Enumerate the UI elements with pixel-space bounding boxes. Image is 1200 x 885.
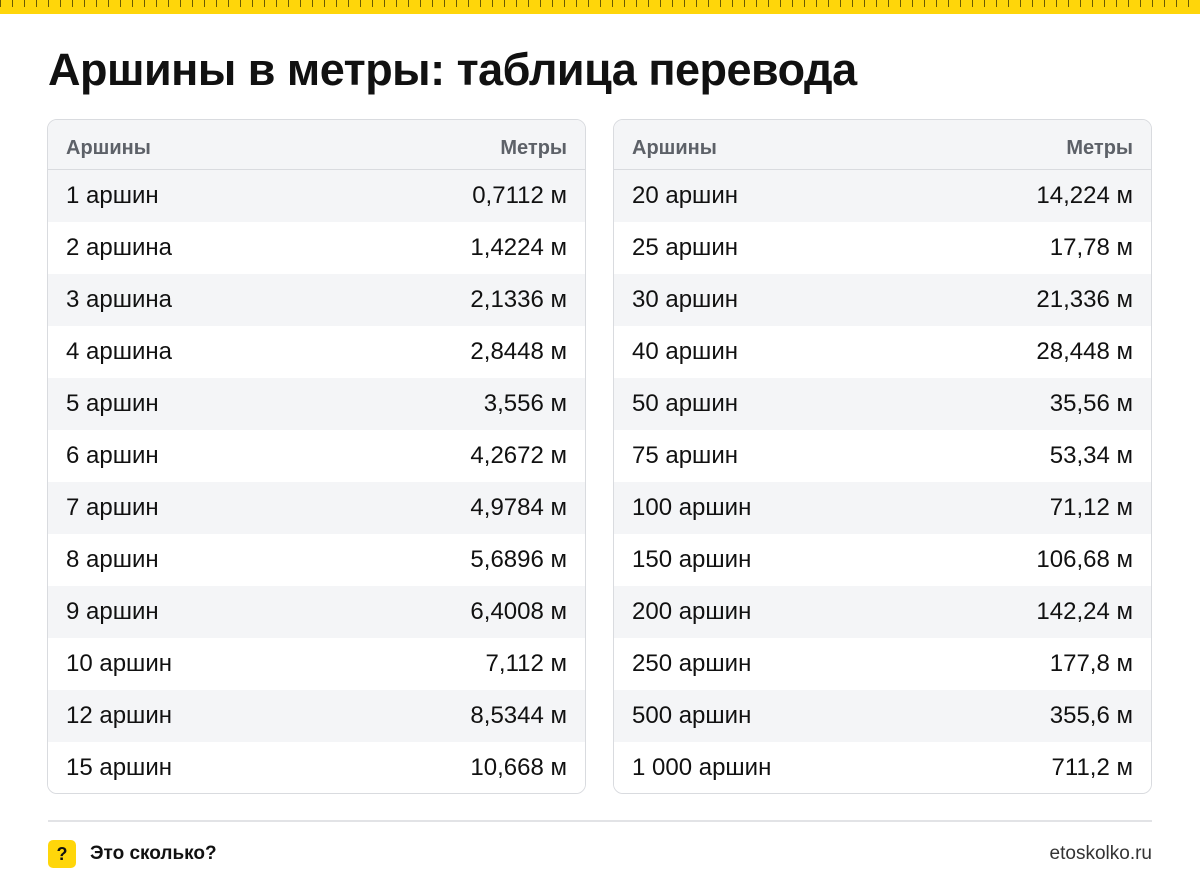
arshin-value: 6 аршин xyxy=(66,442,159,469)
meter-value: 355,6 м xyxy=(1049,702,1133,729)
meter-value: 10,668 м xyxy=(470,754,567,781)
table-header: Аршины Метры xyxy=(48,120,585,170)
arshin-value: 15 аршин xyxy=(66,754,172,781)
meter-value: 142,24 м xyxy=(1036,598,1133,625)
table-row: 3 аршина 2,1336 м xyxy=(48,274,585,326)
meter-value: 711,2 м xyxy=(1051,754,1133,781)
table-row: 1 аршин 0,7112 м xyxy=(48,170,585,222)
table-body: 20 аршин 14,224 м 25 аршин 17,78 м 30 аршин 2… xyxy=(614,170,1151,793)
meter-value: 5,6896 м xyxy=(470,546,567,573)
arshin-value: 150 аршин xyxy=(632,546,752,573)
arshin-value: 12 аршин xyxy=(66,702,172,729)
arshin-value: 40 аршин xyxy=(632,338,738,365)
conversion-table-left: Аршины Метры 1 аршин 0,7112 м 2 аршина 1,42… xyxy=(47,119,586,794)
meter-value: 71,12 м xyxy=(1049,494,1133,521)
table-row: 2 аршина 1,4224 м xyxy=(48,222,585,274)
arshin-value: 30 аршин xyxy=(632,286,738,313)
arshin-value: 5 аршин xyxy=(66,390,159,417)
table-row: 75 аршин 53,34 м xyxy=(614,430,1151,482)
table-row: 20 аршин 14,224 м xyxy=(614,170,1151,222)
column-header-arshins: Аршины xyxy=(632,137,717,159)
ruler-ticks xyxy=(0,0,1200,7)
question-mark-icon: ? xyxy=(48,840,76,868)
meter-value: 14,224 м xyxy=(1036,182,1133,209)
arshin-value: 1 000 аршин xyxy=(632,754,772,781)
page-title: Аршины в метры: таблица перевода xyxy=(48,44,857,95)
arshin-value: 500 аршин xyxy=(632,702,752,729)
table-row: 30 аршин 21,336 м xyxy=(614,274,1151,326)
table-row: 5 аршин 3,556 м xyxy=(48,378,585,430)
arshin-value: 9 аршин xyxy=(66,598,159,625)
table-row: 50 аршин 35,56 м xyxy=(614,378,1151,430)
column-header-meters: Метры xyxy=(500,137,567,159)
meter-value: 1,4224 м xyxy=(470,234,567,261)
site-url: etoskolko.ru xyxy=(1049,843,1152,864)
arshin-value: 20 аршин xyxy=(632,182,738,209)
meter-value: 2,1336 м xyxy=(470,286,567,313)
table-header: Аршины Метры xyxy=(614,120,1151,170)
table-row: 10 аршин 7,112 м xyxy=(48,638,585,690)
table-row: 40 аршин 28,448 м xyxy=(614,326,1151,378)
table-row: 7 аршин 4,9784 м xyxy=(48,482,585,534)
arshin-value: 25 аршин xyxy=(632,234,738,261)
arshin-value: 2 аршина xyxy=(66,234,172,261)
meter-value: 3,556 м xyxy=(483,390,567,417)
table-row: 250 аршин 177,8 м xyxy=(614,638,1151,690)
meter-value: 53,34 м xyxy=(1049,442,1133,469)
meter-value: 17,78 м xyxy=(1049,234,1133,261)
table-row: 9 аршин 6,4008 м xyxy=(48,586,585,638)
table-row: 100 аршин 71,12 м xyxy=(614,482,1151,534)
meter-value: 7,112 м xyxy=(485,650,567,677)
column-header-meters: Метры xyxy=(1066,137,1133,159)
table-row: 4 аршина 2,8448 м xyxy=(48,326,585,378)
meter-value: 106,68 м xyxy=(1036,546,1133,573)
brand-name: Это сколько? xyxy=(90,843,217,864)
meter-value: 4,2672 м xyxy=(470,442,567,469)
arshin-value: 7 аршин xyxy=(66,494,159,521)
meter-value: 2,8448 м xyxy=(470,338,567,365)
arshin-value: 4 аршина xyxy=(66,338,172,365)
meter-value: 28,448 м xyxy=(1036,338,1133,365)
arshin-value: 10 аршин xyxy=(66,650,172,677)
table-row: 15 аршин 10,668 м xyxy=(48,742,585,793)
meter-value: 35,56 м xyxy=(1049,390,1133,417)
table-row: 500 аршин 355,6 м xyxy=(614,690,1151,742)
table-row: 8 аршин 5,6896 м xyxy=(48,534,585,586)
arshin-value: 1 аршин xyxy=(66,182,159,209)
arshin-value: 250 аршин xyxy=(632,650,752,677)
table-row: 6 аршин 4,2672 м xyxy=(48,430,585,482)
meter-value: 8,5344 м xyxy=(470,702,567,729)
table-row: 1 000 аршин 711,2 м xyxy=(614,742,1151,793)
arshin-value: 8 аршин xyxy=(66,546,159,573)
footer-divider xyxy=(48,820,1152,822)
table-body: 1 аршин 0,7112 м 2 аршина 1,4224 м 3 аршина 2… xyxy=(48,170,585,793)
ruler-strip xyxy=(0,0,1200,14)
column-header-arshins: Аршины xyxy=(66,137,151,159)
arshin-value: 200 аршин xyxy=(632,598,752,625)
arshin-value: 75 аршин xyxy=(632,442,738,469)
arshin-value: 3 аршина xyxy=(66,286,172,313)
table-row: 150 аршин 106,68 м xyxy=(614,534,1151,586)
table-row: 200 аршин 142,24 м xyxy=(614,586,1151,638)
meter-value: 6,4008 м xyxy=(470,598,567,625)
conversion-table-right: Аршины Метры 20 аршин 14,224 м 25 аршин 17,… xyxy=(613,119,1152,794)
meter-value: 177,8 м xyxy=(1049,650,1133,677)
arshin-value: 50 аршин xyxy=(632,390,738,417)
table-row: 25 аршин 17,78 м xyxy=(614,222,1151,274)
meter-value: 0,7112 м xyxy=(472,182,567,209)
meter-value: 4,9784 м xyxy=(470,494,567,521)
arshin-value: 100 аршин xyxy=(632,494,752,521)
meter-value: 21,336 м xyxy=(1036,286,1133,313)
table-row: 12 аршин 8,5344 м xyxy=(48,690,585,742)
brand: ? Это сколько? xyxy=(48,840,217,868)
